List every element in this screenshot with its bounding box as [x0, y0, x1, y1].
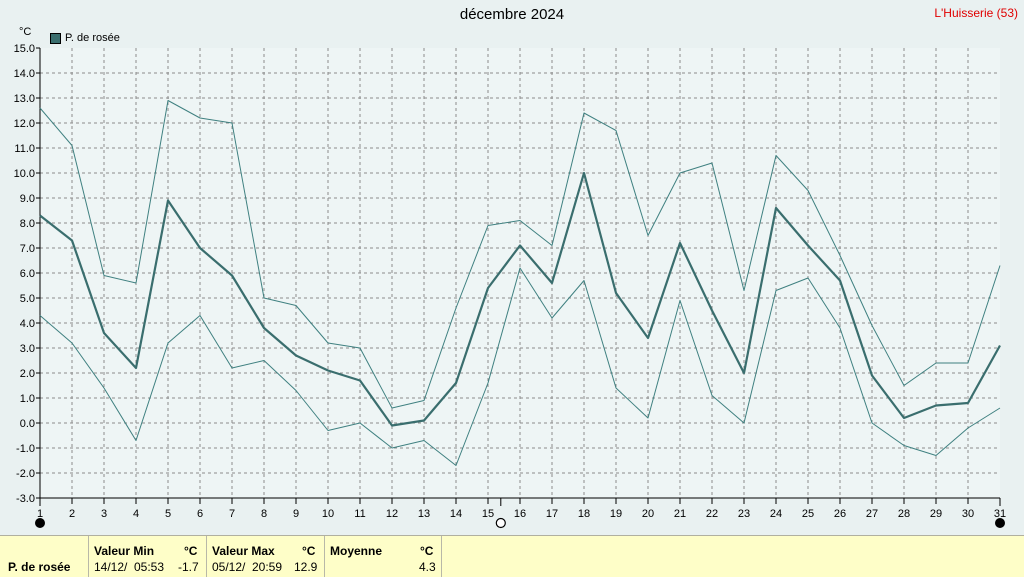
x-tick-label: 30 [962, 508, 974, 520]
y-tick-label: -3.0 [16, 493, 35, 505]
x-tick-label: 7 [229, 508, 235, 520]
x-tick-label: 14 [450, 508, 462, 520]
series-line-min [39, 267, 1001, 466]
y-tick-label: 11.0 [14, 143, 35, 155]
x-tick-label: 24 [770, 508, 782, 520]
mean-unit: °C [420, 544, 434, 558]
mean-value: 4.3 [419, 560, 436, 574]
max-unit: °C [302, 544, 316, 558]
y-tick-label: 1.0 [20, 393, 35, 405]
min-header: Valeur Min [94, 544, 155, 558]
legend-swatch [50, 32, 61, 44]
x-tick-label: 29 [930, 508, 942, 520]
min-date: 14/12/ [94, 560, 128, 574]
y-tick-label: 5.0 [20, 293, 35, 305]
x-tick-label: 9 [293, 508, 299, 520]
y-tick-label: 3.0 [20, 343, 35, 355]
full-moon-icon [495, 517, 506, 529]
x-tick-label: 17 [546, 508, 558, 520]
stats-row-label-cell: P. de rosée [0, 536, 89, 577]
y-tick-label: 8.0 [20, 218, 35, 230]
min-time: 05:53 [134, 560, 165, 574]
new-moon-icon [995, 518, 1005, 528]
y-tick-label: 4.0 [20, 318, 35, 330]
dew-point-chart: -3.0 -2.0 -1.0 0.0 1.0 2.0 3.0 4.0 5.0 6.0 7.0 8.0 9… [14, 43, 1006, 529]
stats-row-label: P. de rosée [8, 560, 71, 574]
stats-panel: P. de rosée Valeur Min °C 14/12/ 05:53 -… [0, 535, 1024, 577]
station-name: L'Huisserie (53) [934, 6, 1018, 20]
x-tick-label: 1 [37, 508, 43, 520]
max-value: 12.9 [294, 560, 318, 574]
x-tick-label: 6 [197, 508, 203, 520]
y-tick-label: 10.0 [14, 168, 35, 180]
x-tick-label: 18 [578, 508, 590, 520]
x-tick-label: 16 [514, 508, 526, 520]
chart-title: décembre 2024 [459, 6, 565, 23]
stats-mean-cell: Moyenne °C 4.3 [324, 536, 442, 577]
stats-max-cell: Valeur Max °C 05/12/ 20:59 12.9 [206, 536, 325, 577]
x-tick-label: 4 [133, 508, 139, 520]
x-tick-label: 20 [642, 508, 654, 520]
x-tick-label: 21 [674, 508, 686, 520]
x-tick-label: 8 [261, 508, 267, 520]
x-tick-label: 2 [69, 508, 75, 520]
legend: P. de rosée [50, 32, 120, 44]
x-tick-label: 19 [610, 508, 622, 520]
min-value: -1.7 [178, 560, 199, 574]
y-tick-label: 9.0 [20, 193, 35, 205]
x-tick-label: 31 [994, 508, 1006, 520]
stats-min-cell: Valeur Min °C 14/12/ 05:53 -1.7 [88, 536, 207, 577]
y-tick-label: 12.0 [14, 118, 35, 130]
series-line-max [39, 100, 1001, 409]
max-header: Valeur Max [212, 544, 275, 558]
y-tick-label: 2.0 [20, 368, 35, 380]
x-tick-label: 27 [866, 508, 878, 520]
y-tick-label: 15.0 [14, 43, 35, 55]
y-tick-label: -2.0 [16, 468, 35, 480]
x-tick-label: 22 [706, 508, 718, 520]
x-tick-label: 5 [165, 508, 171, 520]
min-unit: °C [184, 544, 198, 558]
y-tick-label: 13.0 [14, 93, 35, 105]
x-tick-label: 28 [898, 508, 910, 520]
x-tick-label: 15 [482, 508, 494, 520]
y-tick-label: 0.0 [20, 418, 35, 430]
x-tick-label: 26 [834, 508, 846, 520]
x-tick-label: 25 [802, 508, 814, 520]
legend-label: P. de rosée [65, 32, 120, 44]
x-tick-label: 23 [738, 508, 750, 520]
x-tick-label: 10 [322, 508, 334, 520]
x-tick-label: 12 [386, 508, 398, 520]
y-tick-label: 14.0 [14, 68, 35, 80]
new-moon-icon [35, 518, 45, 528]
x-tick-label: 11 [354, 508, 365, 520]
max-time: 20:59 [252, 560, 283, 574]
series-line-mean [39, 171, 1001, 427]
y-tick-label: 7.0 [20, 243, 35, 255]
mean-header: Moyenne [330, 544, 383, 558]
x-tick-label: 13 [418, 508, 430, 520]
x-tick-label: 3 [101, 508, 107, 520]
max-date: 05/12/ [212, 560, 246, 574]
y-axis-unit: °C [19, 26, 32, 38]
y-tick-label: -1.0 [16, 443, 35, 455]
y-tick-label: 6.0 [20, 268, 35, 280]
